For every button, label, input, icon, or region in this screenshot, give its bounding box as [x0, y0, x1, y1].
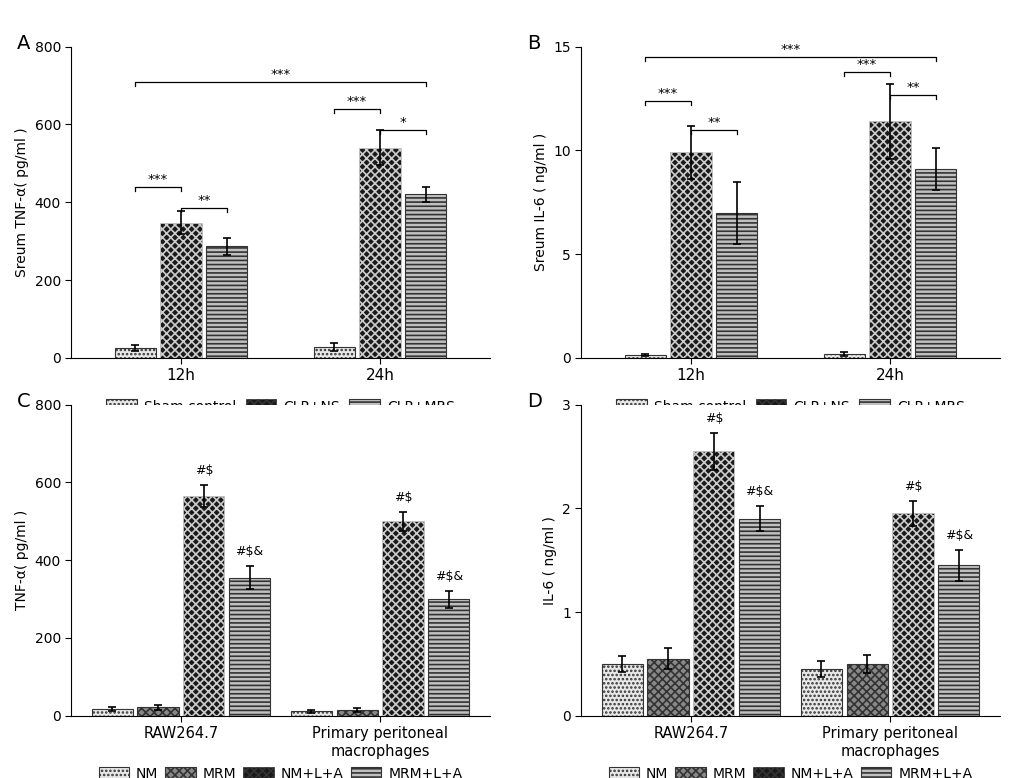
Text: ***: ***: [657, 87, 678, 100]
Bar: [846, 664, 887, 716]
Bar: [868, 121, 910, 358]
Bar: [359, 148, 400, 358]
Text: A: A: [17, 34, 31, 53]
Text: #$: #$: [704, 412, 722, 425]
Text: ***: ***: [780, 44, 800, 56]
Text: #$&: #$&: [745, 485, 773, 499]
Legend: Sham control, CLP+NS, CLP+MRS: Sham control, CLP+NS, CLP+MRS: [101, 394, 460, 419]
Legend: Sham control, CLP+NS, CLP+MRS: Sham control, CLP+NS, CLP+MRS: [610, 394, 969, 419]
Bar: [114, 349, 156, 358]
Bar: [314, 347, 355, 358]
Bar: [892, 513, 932, 716]
Bar: [647, 659, 688, 716]
Bar: [914, 169, 956, 358]
Text: B: B: [527, 34, 540, 53]
Y-axis label: TNF-α( pg/ml ): TNF-α( pg/ml ): [15, 510, 29, 610]
Text: ***: ***: [856, 58, 876, 71]
Bar: [739, 519, 780, 716]
Text: #$: #$: [195, 464, 213, 477]
Bar: [693, 451, 734, 716]
Bar: [229, 577, 270, 716]
Bar: [669, 152, 711, 358]
Bar: [601, 664, 642, 716]
Text: **: **: [905, 81, 919, 93]
Y-axis label: Sreum TNF-α( pg/ml ): Sreum TNF-α( pg/ml ): [15, 128, 29, 277]
Bar: [138, 707, 178, 716]
Text: ***: ***: [346, 95, 367, 108]
Text: C: C: [17, 392, 31, 411]
Text: D: D: [527, 392, 541, 411]
Bar: [823, 354, 864, 358]
Bar: [160, 223, 202, 358]
Bar: [382, 521, 423, 716]
Text: #$: #$: [903, 480, 921, 493]
Y-axis label: Sreum IL-6 ( ng/ml ): Sreum IL-6 ( ng/ml ): [533, 133, 547, 272]
Bar: [206, 246, 247, 358]
Bar: [800, 669, 841, 716]
Text: *: *: [399, 117, 406, 129]
Bar: [336, 710, 377, 716]
Text: #$: #$: [393, 491, 412, 504]
Text: #$&: #$&: [235, 545, 264, 559]
Text: **: **: [706, 116, 719, 129]
Text: **: **: [197, 194, 210, 207]
Text: #$&: #$&: [944, 529, 972, 542]
Bar: [428, 599, 469, 716]
Bar: [405, 194, 446, 358]
Legend: NM, MRM, NM+L+A, MRM+L+A: NM, MRM, NM+L+A, MRM+L+A: [602, 761, 977, 778]
Bar: [624, 355, 665, 358]
Bar: [715, 212, 756, 358]
Bar: [92, 709, 132, 716]
Text: ***: ***: [270, 68, 290, 81]
Bar: [937, 566, 978, 716]
Legend: NM, MRM, NM+L+A, MRM+L+A: NM, MRM, NM+L+A, MRM+L+A: [93, 761, 468, 778]
Bar: [183, 496, 224, 716]
Text: #$&: #$&: [434, 569, 463, 583]
Y-axis label: IL-6 ( ng/ml ): IL-6 ( ng/ml ): [542, 516, 556, 605]
Bar: [290, 711, 331, 716]
Text: ***: ***: [148, 173, 168, 186]
